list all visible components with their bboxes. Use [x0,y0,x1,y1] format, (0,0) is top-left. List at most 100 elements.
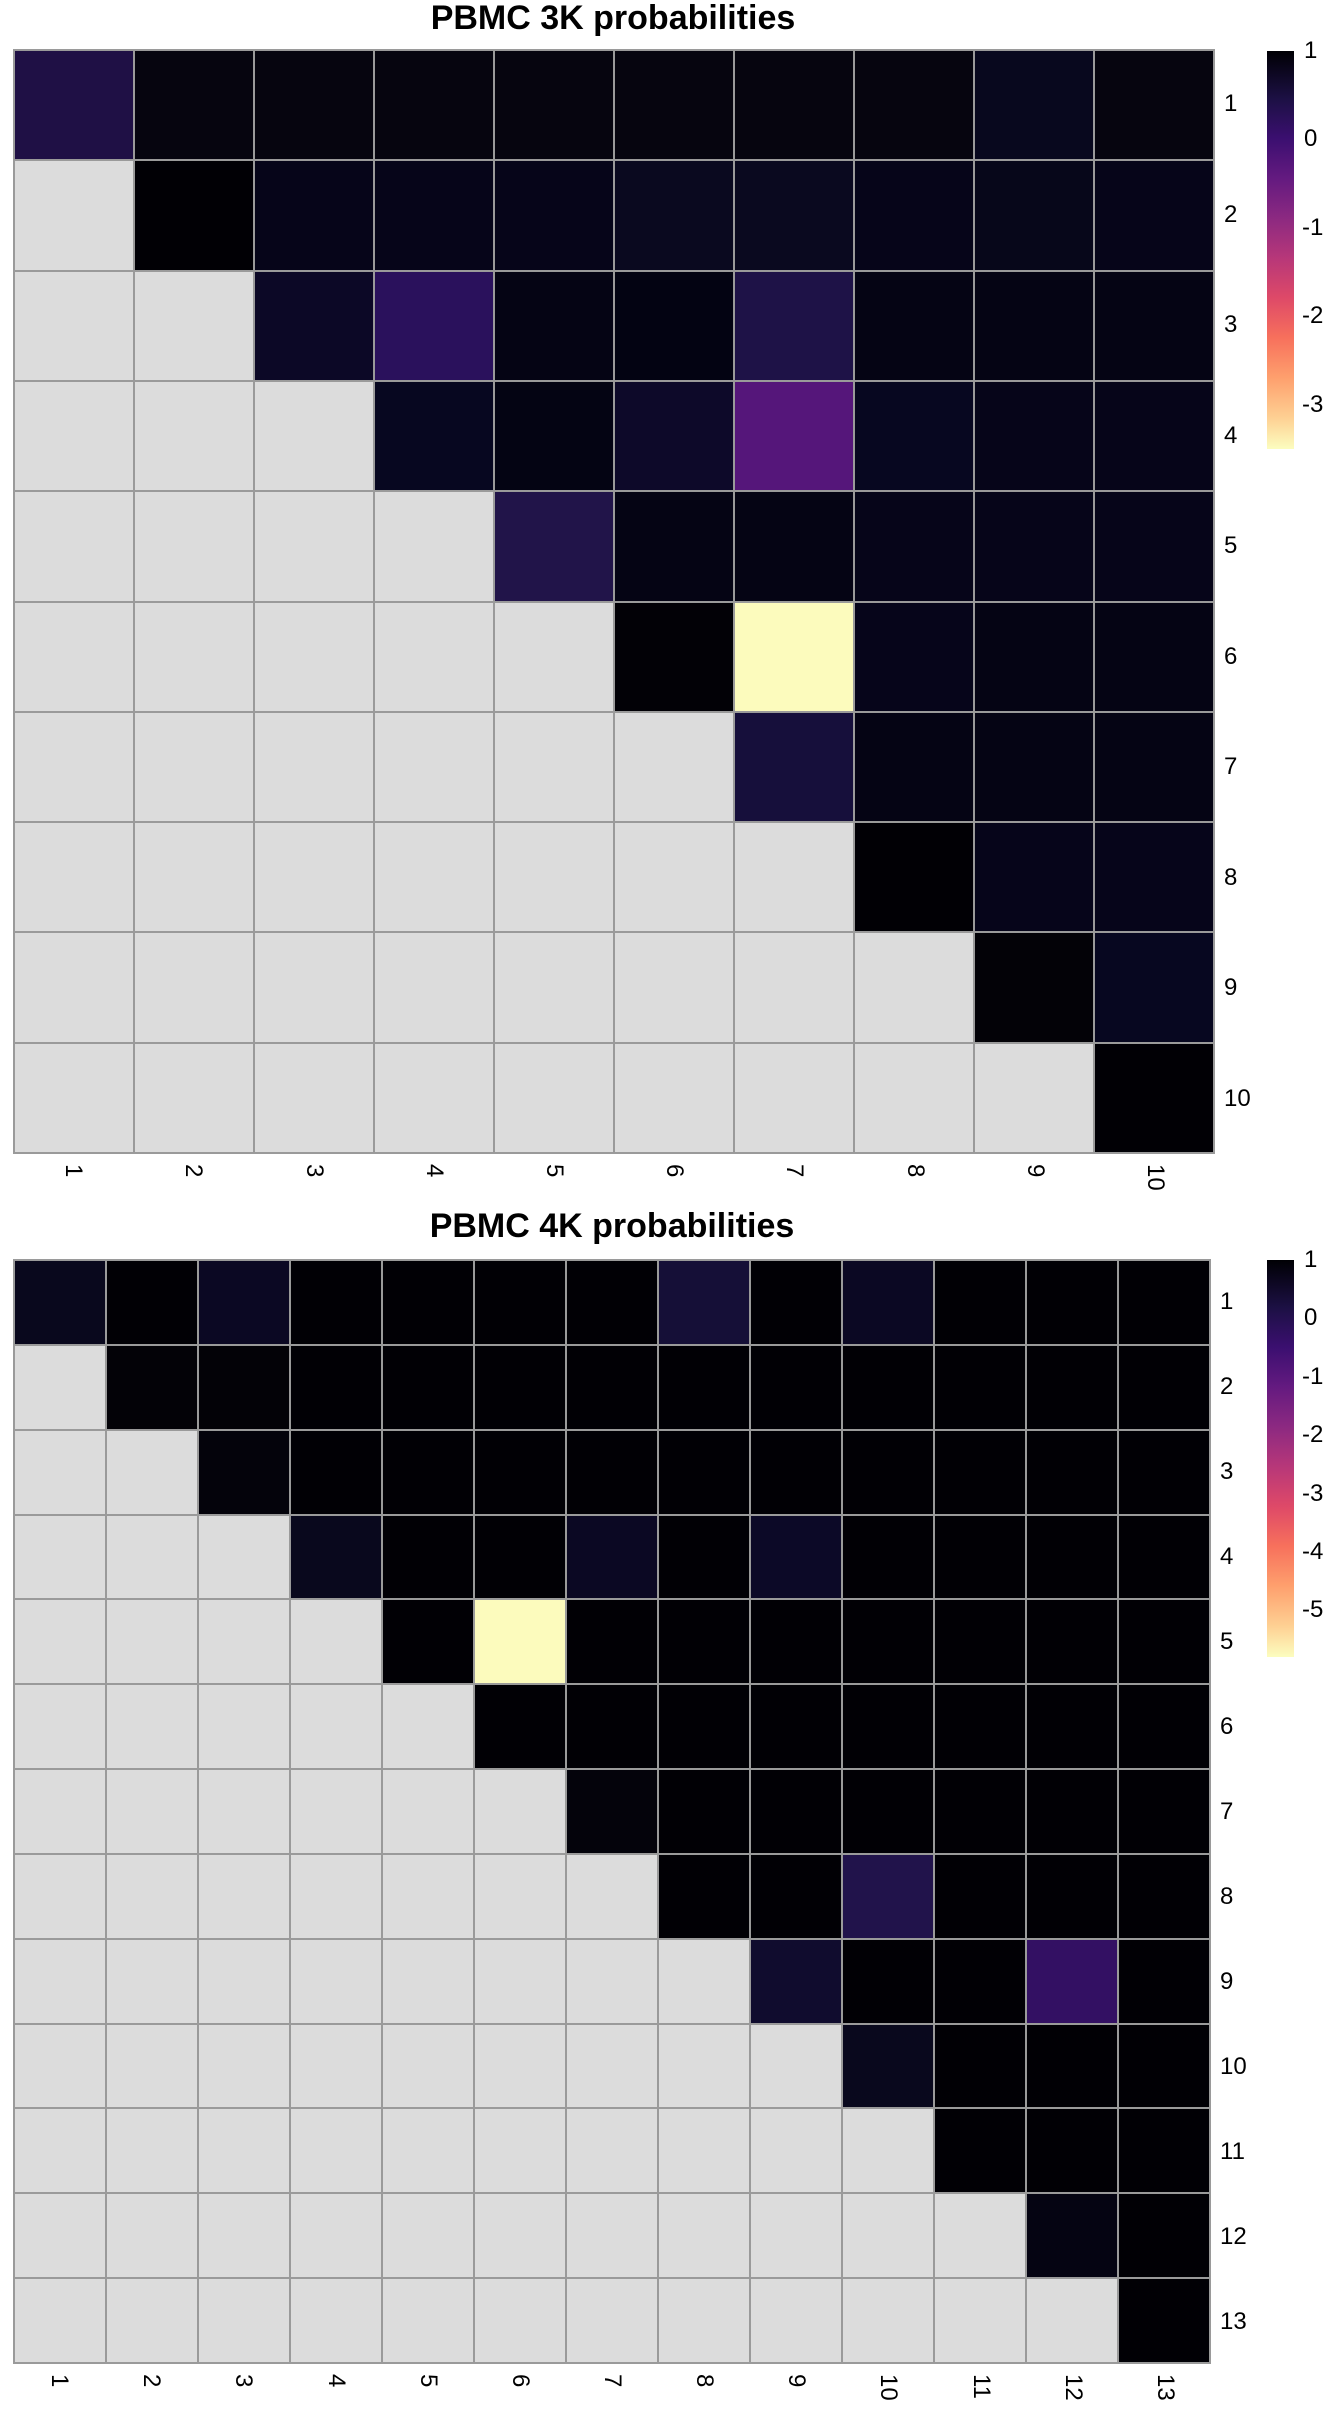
heatmap-cell [659,1430,749,1514]
heatmap-cell-na [135,1043,253,1152]
row-label: 3 [1220,1457,1234,1485]
heatmap-cell [1119,2194,1209,2278]
heatmap-cell [751,1345,841,1429]
heatmap-cell-na [135,381,253,491]
heatmap-cell-na [255,381,373,491]
heatmap-cell-na [935,2194,1025,2278]
heatmap-cell [199,1345,289,1429]
heatmap-cell [751,1770,841,1853]
heatmap-cell [495,492,613,601]
heatmap-cell [843,1939,933,2023]
heatmap-cell-na [15,161,133,270]
heatmap-cell [975,823,1093,932]
legend-tick-label: -2 [1302,302,1324,330]
heatmap-cell-na [107,1515,197,1599]
column-label: 5 [540,1164,568,1178]
heatmap-cell-na [375,602,493,711]
heatmap-cell-na [615,933,733,1042]
heatmap-cell [567,1685,657,1769]
row-label: 10 [1224,1084,1251,1112]
heatmap-cell-na [107,2024,197,2108]
row-label: 11 [1220,2137,1245,2165]
heatmap-cell-na [855,1043,973,1152]
heatmap-cell-na [567,2279,657,2362]
column-label: 6 [506,2374,534,2388]
heatmap-cell [735,51,853,160]
heatmap-cell-na [15,2024,105,2108]
heatmap-cell [659,1770,749,1853]
heatmap-cell [495,271,613,380]
heatmap-cell [1027,1515,1117,1599]
heatmap-cell-na [199,2279,289,2362]
heatmap-cell [935,2024,1025,2108]
heatmap-cell [567,1261,657,1344]
heatmap-cell-na [383,1685,473,1769]
heatmap-cell [855,492,973,601]
heatmap-cell [15,51,133,160]
heatmap-cell-na [15,712,133,822]
heatmap-cell [1119,1600,1209,1684]
heatmap-cell [199,1261,289,1344]
heatmap-cell-na [735,823,853,932]
heatmap-cell [855,602,973,711]
column-label: 2 [180,1164,208,1178]
heatmap-cell [1095,381,1213,491]
row-label: 6 [1220,1712,1234,1740]
column-label: 3 [230,2374,258,2388]
heatmap-cell [935,1600,1025,1684]
column-label: 4 [322,2374,350,2388]
column-label: 9 [783,2374,811,2388]
row-label: 6 [1224,642,1238,670]
heatmap-cell [199,1430,289,1514]
heatmap-cell [475,1685,565,1769]
legend-tick-label: 1 [1304,37,1318,64]
column-label: 10 [1141,1164,1169,1191]
heatmap-cell [735,381,853,491]
heatmap-cell [1027,1600,1117,1684]
heatmap-cell [659,1685,749,1769]
heatmap-cell [855,712,973,822]
heatmap-cell [107,1261,197,1344]
heatmap-cell-na [615,1043,733,1152]
heatmap-cell-na [475,2279,565,2362]
heatmap-cell-na [135,933,253,1042]
heatmap-cell [1119,1430,1209,1514]
legend-tick-label: -5 [1302,1596,1324,1624]
heatmap-cell-na [15,1939,105,2023]
heatmap-cell [1095,51,1213,160]
heatmap-cell [1095,271,1213,380]
heatmap-cell [751,1854,841,1938]
heatmap-cell-na [291,2109,381,2193]
heatmap-cell [615,161,733,270]
heatmap-cell [659,1600,749,1684]
heatmap-cell [855,161,973,270]
column-label: 7 [599,2374,626,2388]
heatmap-cell [855,271,973,380]
heatmap-cell-na [567,1854,657,1938]
legend-tick-label: -1 [1302,213,1324,241]
heatmap-cell [1095,712,1213,822]
heatmap-cell [615,381,733,491]
heatmap-cell [735,602,853,711]
column-label: 3 [300,1164,328,1178]
heatmap-cell-na [383,2194,473,2278]
heatmap-cell-na [15,933,133,1042]
heatmap-cell [375,51,493,160]
heatmap-cell [975,933,1093,1042]
heatmap-cell [735,161,853,270]
heatmap-cell [15,1261,105,1344]
heatmap-cell-na [383,1770,473,1853]
heatmap-cell-na [107,1600,197,1684]
heatmap-cell [659,1515,749,1599]
column-label: 6 [661,1164,689,1178]
heatmap-cell [659,1345,749,1429]
heatmap-cell-na [199,1939,289,2023]
legend-tick-label: -1 [1302,1362,1324,1390]
heatmap-cell [1119,1685,1209,1769]
heatmap-cell [495,381,613,491]
heatmap-cell-na [291,2279,381,2362]
heatmap-cell [475,1515,565,1599]
heatmap-grid [13,49,1215,1154]
heatmap-cell [1027,2024,1117,2108]
heatmap-cell-na [659,2194,749,2278]
